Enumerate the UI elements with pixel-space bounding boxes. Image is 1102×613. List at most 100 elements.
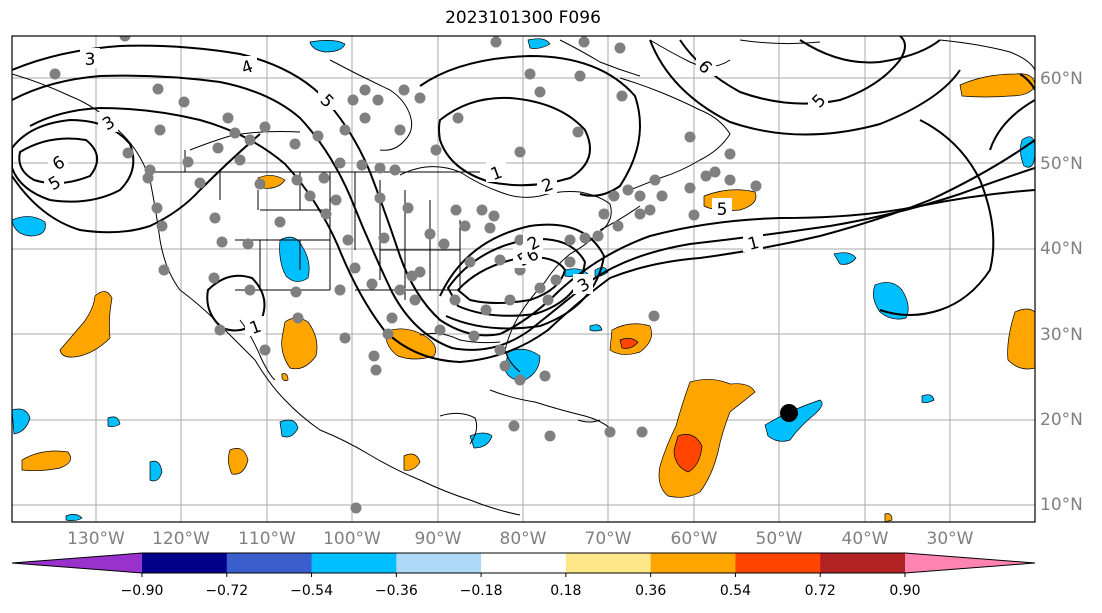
station-dot bbox=[382, 328, 394, 340]
lon-label: 70°W bbox=[585, 529, 632, 549]
station-dot bbox=[434, 324, 446, 336]
station-dot bbox=[359, 84, 371, 96]
station-dot bbox=[688, 209, 700, 221]
station-dot bbox=[152, 83, 164, 95]
colorbar-tick-label: −0.72 bbox=[205, 583, 248, 599]
station-dot bbox=[656, 190, 668, 202]
contour-label: 3 bbox=[85, 50, 96, 70]
colorbar-ticks: −0.90 −0.72 −0.54 −0.36 −0.18 0.18 0.36 0.54 0.7… bbox=[121, 573, 921, 599]
station-dot bbox=[614, 42, 626, 54]
station-dot bbox=[378, 232, 390, 244]
colorbar-segment bbox=[226, 553, 313, 573]
station-dot bbox=[424, 228, 436, 240]
negative-anomaly-area bbox=[921, 394, 935, 404]
positive-anomaly-area bbox=[21, 450, 71, 472]
station-dot bbox=[579, 232, 591, 244]
station-dot bbox=[244, 134, 256, 146]
colorbar-tick-label: −0.36 bbox=[375, 583, 418, 599]
station-dot bbox=[119, 36, 131, 42]
station-dot bbox=[468, 330, 480, 342]
contour-label: 1 bbox=[746, 233, 762, 255]
station-dot bbox=[616, 90, 628, 102]
station-dot bbox=[339, 124, 351, 136]
station-dot bbox=[514, 146, 526, 158]
colorbar-segment bbox=[820, 553, 906, 573]
station-dot bbox=[649, 174, 661, 186]
negative-anomaly-area bbox=[149, 460, 163, 482]
lat-label: 20°N bbox=[1040, 410, 1083, 430]
station-dot bbox=[544, 430, 556, 442]
lat-labels: 60°N 50°N 40°N 30°N 20°N 10°N bbox=[1040, 69, 1083, 515]
station-dot bbox=[476, 204, 488, 216]
lon-label: 60°W bbox=[671, 529, 718, 549]
coastlines bbox=[12, 39, 1035, 516]
positive-anomaly-area bbox=[884, 513, 893, 522]
station-dot bbox=[320, 208, 332, 220]
colorbar-segment bbox=[735, 553, 821, 573]
station-dot bbox=[49, 68, 61, 80]
station-dot bbox=[394, 284, 406, 296]
lon-label: 130°W bbox=[67, 529, 125, 549]
station-dot bbox=[229, 127, 241, 139]
station-dot bbox=[222, 112, 234, 124]
station-dot bbox=[608, 190, 620, 202]
station-dot bbox=[347, 94, 359, 106]
station-dot bbox=[634, 190, 646, 202]
station-dot bbox=[374, 162, 386, 174]
station-dot bbox=[274, 216, 286, 228]
lon-label: 30°W bbox=[927, 529, 974, 549]
station-dot bbox=[604, 426, 616, 438]
contour-label-group: 3 4 5 6 5 3 1 2 5 6 2 3 1 1 5 6 5 bbox=[44, 48, 830, 339]
colorbar-tick-label: −0.54 bbox=[290, 583, 333, 599]
negative-anomaly-area bbox=[504, 348, 541, 381]
station-dot bbox=[508, 420, 520, 432]
station-dot bbox=[514, 234, 526, 246]
station-dot bbox=[182, 156, 194, 168]
colorbar-tick-label: 0.90 bbox=[889, 583, 920, 599]
station-dot bbox=[216, 236, 228, 248]
station-dot bbox=[158, 264, 170, 276]
station-dot bbox=[389, 164, 401, 176]
colorbar-tick-label: −0.90 bbox=[121, 583, 164, 599]
colorbar-tick-label: 0.72 bbox=[805, 583, 836, 599]
positive-anomaly-area bbox=[59, 291, 113, 358]
station-dot bbox=[464, 256, 476, 268]
station-dot bbox=[499, 360, 511, 372]
station-dot bbox=[334, 157, 346, 169]
station-dot bbox=[644, 204, 656, 216]
map-title: 2023101300 F096 bbox=[445, 8, 601, 28]
station-dot bbox=[684, 182, 696, 194]
lon-labels: 130°W 120°W 110°W 100°W 90°W 80°W 70°W 6… bbox=[67, 529, 974, 549]
station-dot bbox=[484, 222, 496, 234]
station-dot bbox=[700, 170, 712, 182]
positive-anomaly-area bbox=[403, 453, 421, 471]
colorbar-segment bbox=[650, 553, 736, 573]
station-dot bbox=[334, 284, 346, 296]
colorbar-extend-high bbox=[905, 553, 1035, 573]
station-dot bbox=[356, 159, 368, 171]
colorbar-segment bbox=[396, 553, 482, 573]
positive-anomaly-area bbox=[384, 328, 437, 360]
station-dot bbox=[209, 212, 221, 224]
station-dot bbox=[592, 230, 604, 242]
negative-anomaly-area bbox=[12, 408, 31, 435]
station-dot bbox=[394, 124, 406, 136]
station-dot bbox=[208, 272, 220, 284]
station-dot bbox=[318, 172, 330, 184]
negative-anomaly-area bbox=[107, 416, 121, 428]
station-dot bbox=[612, 220, 624, 232]
station-dot bbox=[452, 112, 464, 124]
station-dot bbox=[254, 178, 266, 190]
station-dot bbox=[534, 282, 546, 294]
station-dot bbox=[212, 142, 224, 154]
negative-anomaly-area bbox=[527, 38, 551, 49]
station-dot bbox=[312, 130, 324, 142]
negative-anomaly-area bbox=[279, 419, 299, 438]
station-dot bbox=[572, 126, 584, 138]
negative-anomaly-area bbox=[65, 514, 83, 522]
station-dot bbox=[214, 324, 226, 336]
station-dot bbox=[342, 234, 354, 246]
station-dot bbox=[709, 166, 721, 178]
station-dot bbox=[622, 184, 634, 196]
station-dot bbox=[156, 220, 168, 232]
